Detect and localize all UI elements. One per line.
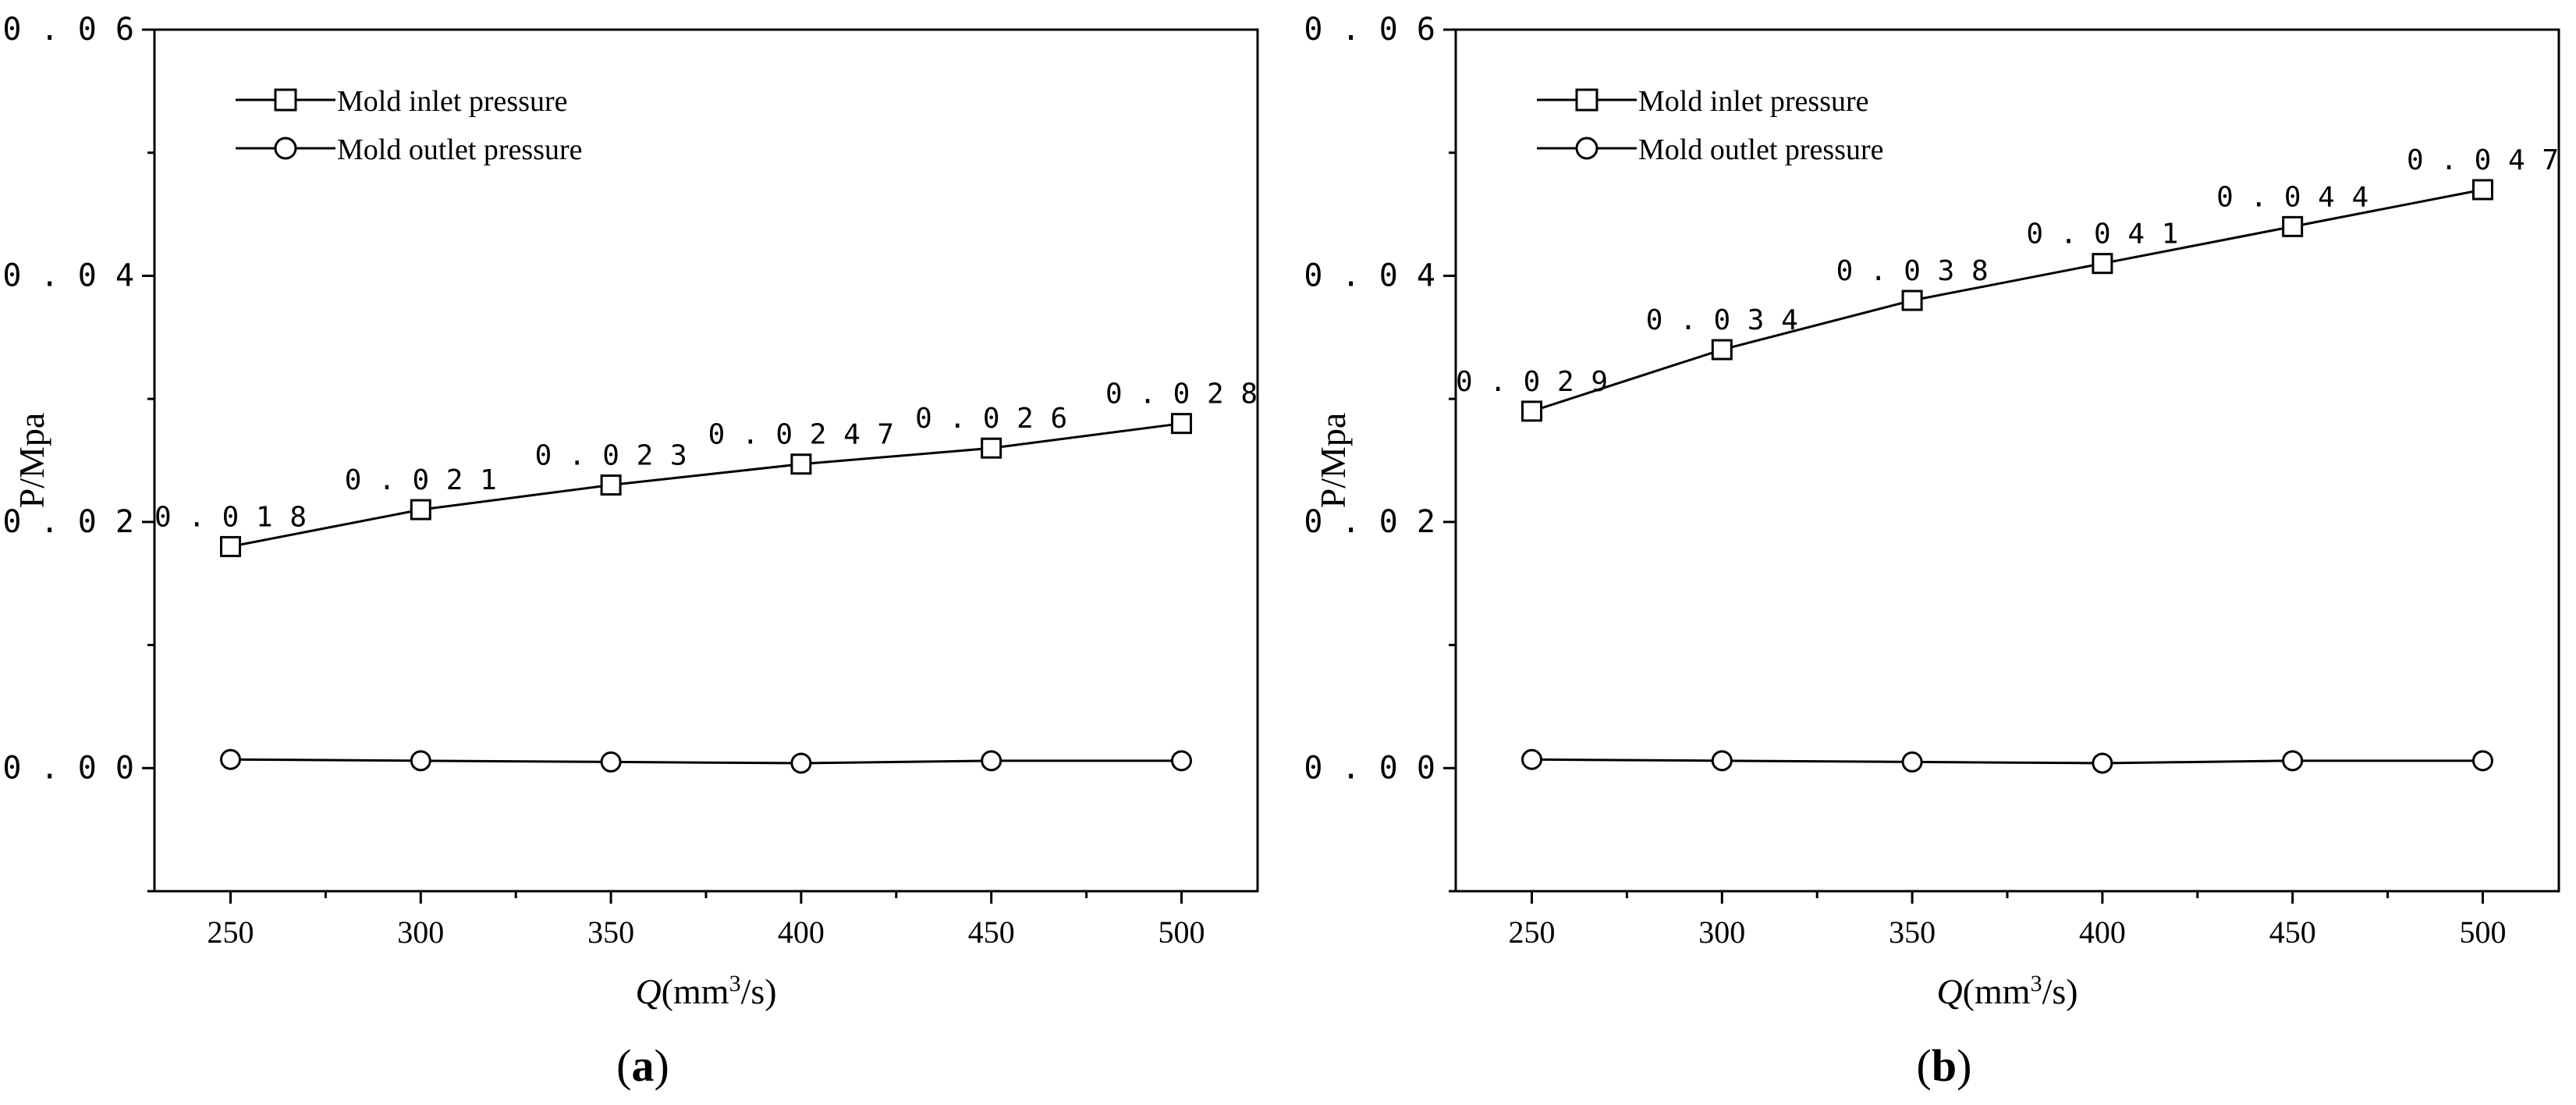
series-line: [230, 422, 1182, 548]
series-line: [1531, 188, 2483, 413]
circle-marker: [790, 752, 812, 774]
x-tick-label: 350: [1889, 915, 1936, 950]
data-label: 0 . 0 2 3: [535, 440, 687, 472]
circle-marker: [1170, 750, 1192, 772]
x-tick-label: 500: [1158, 915, 1205, 950]
x-axis-label: Q(mm3/s): [1936, 971, 2077, 1012]
square-marker: [2471, 179, 2493, 201]
data-label: 0 . 0 1 8: [154, 501, 307, 533]
square-marker: [790, 453, 812, 475]
y-tick-label: 0 . 0 6: [2, 12, 134, 48]
data-label: 0 . 0 2 4 7: [708, 419, 894, 451]
tick-labels: 250 300 350 400 450 500 0 . 0 0 0 . 0 2 0 . 0 4 0…: [2, 12, 1205, 950]
series-lines: [1531, 188, 2483, 765]
circle-marker: [1711, 750, 1733, 772]
square-marker: [410, 499, 431, 521]
x-tick-label: 450: [968, 915, 1015, 950]
square-marker: [220, 535, 242, 557]
square-marker: [1711, 339, 1733, 361]
axis-ticks: [142, 28, 1183, 904]
x-tick-label: 400: [778, 915, 825, 950]
x-tick-label: 400: [2079, 915, 2126, 950]
x-tick-label: 250: [1509, 915, 1556, 950]
square-marker: [1901, 290, 1923, 311]
y-tick-label: 0 . 0 2: [2, 504, 134, 540]
square-marker: [1521, 400, 1543, 422]
square-marker: [1170, 413, 1192, 435]
y-tick-label: 0 . 0 6: [1304, 12, 1435, 48]
y-tick-label: 0 . 0 0: [2, 750, 134, 786]
legend-marker-square-icon: [274, 88, 297, 112]
circle-marker: [981, 750, 1002, 772]
y-axis-label: P/Mpa: [12, 413, 51, 509]
x-tick-label: 300: [397, 915, 444, 950]
series-markers: [1521, 179, 2493, 774]
data-label: 0 . 0 3 8: [1836, 255, 1989, 287]
square-marker: [2092, 253, 2113, 275]
series-markers: [220, 413, 1192, 774]
circle-marker: [220, 748, 242, 770]
circle-marker: [1521, 748, 1543, 770]
x-tick-label: 300: [1698, 915, 1745, 950]
circle-marker: [1901, 751, 1923, 773]
data-label: 0 . 0 2 9: [1456, 366, 1608, 398]
tick-labels: 250 300 350 400 450 500 0 . 0 0 0 . 0 2 0 . 0 4 0…: [1304, 12, 2506, 950]
square-marker: [600, 474, 622, 496]
data-labels: 0 . 0 1 8 0 . 0 2 1 0 . 0 2 3 0 . 0 2 4 7 0 …: [154, 378, 1258, 534]
data-label: 0 . 0 4 1: [2026, 219, 2178, 250]
data-label: 0 . 0 2 6: [915, 403, 1067, 435]
y-axis-label: P/Mpa: [1313, 413, 1353, 509]
x-tick-label: 250: [208, 915, 254, 950]
y-tick-label: 0 . 0 4: [1304, 258, 1435, 293]
legend-label-outlet: Mold outlet pressure: [337, 133, 583, 166]
series-lines: [230, 422, 1182, 765]
circle-marker: [410, 750, 431, 772]
data-label: 0 . 0 2 8: [1105, 378, 1258, 410]
series-line: [230, 758, 1182, 765]
legend-label-inlet: Mold inlet pressure: [337, 85, 568, 118]
legend-marker-circle-icon: [1575, 137, 1598, 160]
chart-panel-b: 250 300 350 400 450 500 0 . 0 0 0 . 0 2 0 . 0 4 0…: [1304, 12, 2560, 1091]
x-axis-label: Q(mm3/s): [635, 971, 776, 1012]
chart-panel-a: 250 300 350 400 450 500 0 . 0 0 0 . 0 2 0 . 0 4 0…: [2, 12, 1259, 1091]
square-marker: [981, 437, 1002, 459]
legend-marker-circle-icon: [274, 137, 297, 160]
circle-marker: [2092, 752, 2113, 774]
data-label: 0 . 0 4 7: [2407, 144, 2559, 176]
data-label: 0 . 0 4 4: [2216, 181, 2368, 213]
y-tick-label: 0 . 0 2: [1304, 504, 1435, 540]
legend-label-inlet: Mold inlet pressure: [1638, 85, 1869, 118]
axis-ticks: [1443, 28, 2484, 904]
circle-marker: [2282, 750, 2304, 772]
data-label: 0 . 0 2 1: [345, 464, 497, 496]
circle-marker: [600, 751, 622, 773]
series-line: [1531, 758, 2483, 765]
panel-label: (b): [1917, 1040, 1972, 1091]
legend: Mold inlet pressure Mold outlet pressure: [1537, 85, 1884, 166]
data-label: 0 . 0 3 4: [1646, 304, 1798, 336]
y-tick-label: 0 . 0 0: [1304, 750, 1435, 786]
x-tick-label: 350: [587, 915, 634, 950]
legend: Mold inlet pressure Mold outlet pressure: [236, 85, 583, 166]
x-tick-label: 450: [2269, 915, 2316, 950]
panel-label: (a): [616, 1040, 669, 1091]
legend-label-outlet: Mold outlet pressure: [1638, 133, 1884, 166]
square-marker: [2282, 215, 2304, 237]
y-tick-label: 0 . 0 4: [2, 258, 134, 293]
x-tick-label: 500: [2459, 915, 2506, 950]
circle-marker: [2471, 750, 2493, 772]
data-labels: 0 . 0 2 9 0 . 0 3 4 0 . 0 3 8 0 . 0 4 1 0 . …: [1456, 144, 2559, 398]
legend-marker-square-icon: [1575, 88, 1598, 112]
